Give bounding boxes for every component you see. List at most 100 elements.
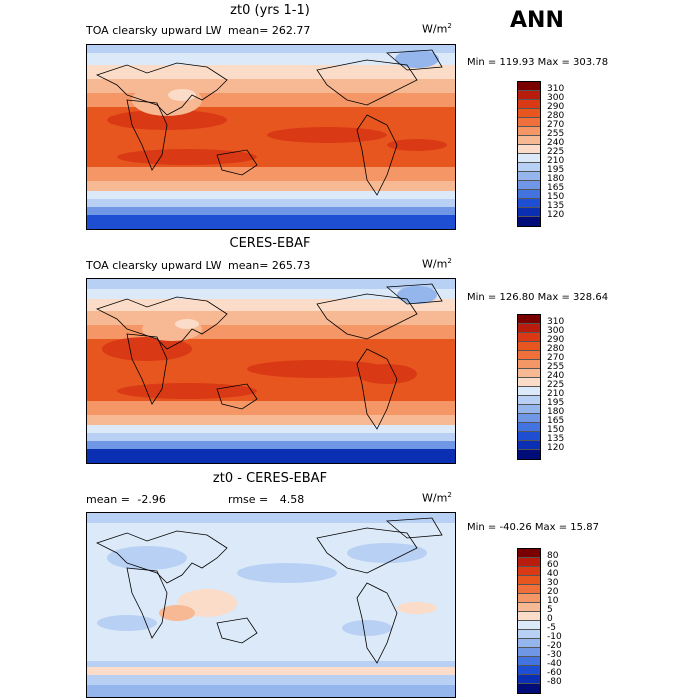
panel3-swatch-15 — [518, 675, 540, 684]
panel3-units: W/m2 — [422, 491, 452, 505]
panel1-map — [86, 44, 456, 230]
panel2-mean: mean= 265.73 — [228, 259, 310, 272]
panel3-mean-label: mean = — [86, 493, 130, 506]
panel3-swatch-2 — [518, 558, 540, 567]
panel2-level: 225 — [547, 380, 565, 390]
panel2-level: 240 — [547, 371, 565, 381]
panel2-swatch-5 — [518, 351, 540, 360]
panel3-rmse: rmse = 4.58 — [228, 493, 304, 506]
panel1-level: 150 — [547, 192, 565, 202]
panel2-level: 195 — [547, 398, 565, 408]
panel3-swatch-1 — [518, 549, 540, 558]
panel3-level: 10 — [547, 596, 559, 606]
panel2-level: 280 — [547, 344, 565, 354]
panel3-swatch-12 — [518, 648, 540, 657]
panel3-level: 20 — [547, 587, 559, 597]
panel1-swatch-7 — [518, 136, 540, 145]
panel3-swatch-3 — [518, 567, 540, 576]
panel1-level: 225 — [547, 147, 565, 157]
panel3-units-sup: 2 — [447, 491, 452, 499]
panel2-level: 165 — [547, 416, 565, 426]
panel2-title: CERES-EBAF — [229, 236, 311, 251]
panel3-swatch-10 — [518, 630, 540, 639]
panel3-level: -80 — [547, 677, 562, 687]
panel2-map — [86, 278, 456, 464]
panel3-swatch-6 — [518, 594, 540, 603]
panel1-level: 210 — [547, 156, 565, 166]
panel1-level: 180 — [547, 174, 565, 184]
panel3-level: -30 — [547, 650, 562, 660]
panel1-level: 165 — [547, 183, 565, 193]
panel1-title: zt0 (yrs 1-1) — [230, 3, 310, 18]
panel3-swatch-13 — [518, 657, 540, 666]
panel1-swatch-2 — [518, 91, 540, 100]
panel3-level: -40 — [547, 659, 562, 669]
panel3-level: 5 — [547, 605, 553, 615]
panel1-level: 240 — [547, 138, 565, 148]
panel2-swatch-9 — [518, 387, 540, 396]
panel2-swatch-11 — [518, 405, 540, 414]
panel1-mean-label: mean= — [228, 24, 269, 37]
panel1-level: 255 — [547, 129, 565, 139]
panel3-swatch-9 — [518, 621, 540, 630]
panel2-level: 270 — [547, 353, 565, 363]
panel1-minmax: Min = 119.93 Max = 303.78 — [467, 57, 609, 68]
panel1-swatch-8 — [518, 145, 540, 154]
panel3-rmse-value: 4.58 — [279, 493, 305, 506]
panel3-level: -60 — [547, 668, 562, 678]
panel2-swatch-6 — [518, 360, 540, 369]
panel2-swatch-16 — [518, 450, 540, 459]
panel2-swatch-4 — [518, 342, 540, 351]
panel2-level: 290 — [547, 335, 565, 345]
panel2-swatch-14 — [518, 432, 540, 441]
panel1-colorbar — [517, 81, 541, 227]
panel1-level: 135 — [547, 201, 565, 211]
panel1-swatch-15 — [518, 208, 540, 217]
panel3-level: 80 — [547, 551, 559, 561]
panel1-swatch-10 — [518, 163, 540, 172]
panel1-swatch-3 — [518, 100, 540, 109]
panel2-units-text: W/m — [422, 257, 448, 271]
panel2-minmax: Min = 126.80 Max = 328.64 — [467, 292, 609, 303]
panel3-mean-value: -2.96 — [137, 493, 166, 506]
panel1-swatch-6 — [518, 127, 540, 136]
panel1-units-sup: 2 — [447, 22, 452, 30]
panel2-swatch-8 — [518, 378, 540, 387]
panel3-level: -5 — [547, 623, 556, 633]
panel1-level: 290 — [547, 102, 565, 112]
panel1-level: 120 — [547, 210, 565, 220]
panel3-level: 30 — [547, 578, 559, 588]
panel1-units: W/m2 — [422, 22, 452, 36]
panel3-level: 60 — [547, 560, 559, 570]
panel3-swatch-4 — [518, 576, 540, 585]
panel1-level: 195 — [547, 165, 565, 175]
panel3-level: 40 — [547, 569, 559, 579]
panel1-swatch-12 — [518, 181, 540, 190]
panel2-level: 255 — [547, 362, 565, 372]
panel2-colorbar — [517, 314, 541, 460]
panel1-swatch-4 — [518, 109, 540, 118]
panel2-mean-value: 265.73 — [271, 259, 311, 272]
season-label: ANN — [510, 8, 564, 33]
panel2-swatch-3 — [518, 333, 540, 342]
panel1-swatch-14 — [518, 199, 540, 208]
panel3-swatch-7 — [518, 603, 540, 612]
panel2-swatch-12 — [518, 414, 540, 423]
panel1-level: 310 — [547, 84, 565, 94]
panel3-map — [86, 512, 456, 698]
panel2-mean-label: mean= — [228, 259, 269, 272]
panel3-swatch-8 — [518, 612, 540, 621]
panel2-swatch-2 — [518, 324, 540, 333]
panel3-swatch-5 — [518, 585, 540, 594]
panel1-swatch-9 — [518, 154, 540, 163]
panel2-swatch-10 — [518, 396, 540, 405]
panel3-swatch-11 — [518, 639, 540, 648]
panel2-units: W/m2 — [422, 257, 452, 271]
panel1-swatch-16 — [518, 217, 540, 226]
panel2-swatch-13 — [518, 423, 540, 432]
panel3-level: 0 — [547, 614, 553, 624]
panel2-level: 310 — [547, 317, 565, 327]
panel1-swatch-1 — [518, 82, 540, 91]
panel2-level: 210 — [547, 389, 565, 399]
panel1-units-text: W/m — [422, 22, 448, 36]
